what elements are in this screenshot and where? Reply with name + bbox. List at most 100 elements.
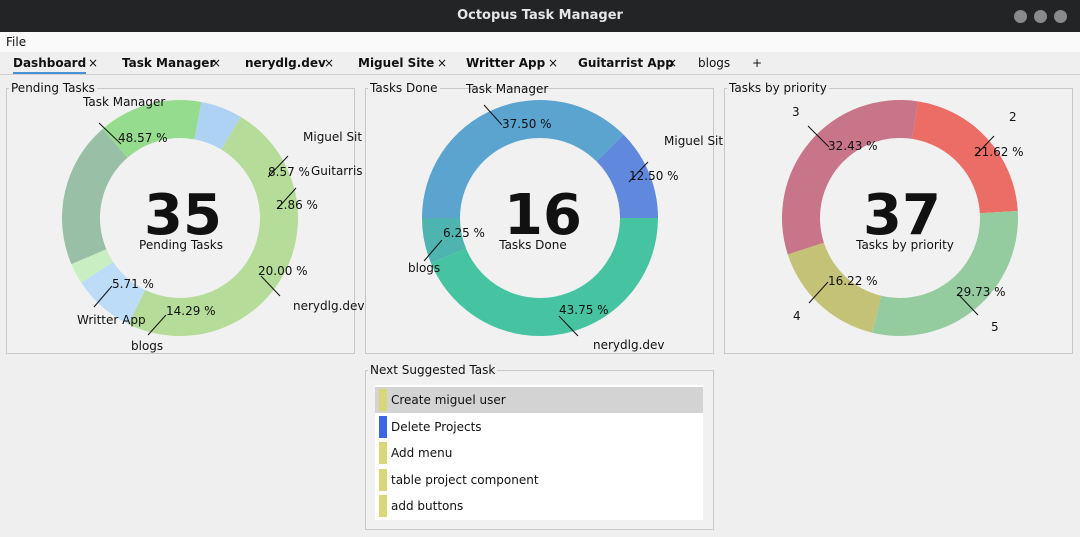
maximize-button[interactable] — [1034, 10, 1047, 23]
done-count: 16 — [504, 183, 582, 248]
slice-label: 16.22 % — [828, 274, 878, 288]
window-title: Octopus Task Manager — [457, 8, 623, 23]
done-center-label: Tasks Done — [498, 238, 567, 252]
list-item-label: Delete Projects — [391, 420, 482, 434]
suggested-task-title: Next Suggested Task — [368, 363, 498, 377]
leader-line — [260, 275, 281, 297]
slice-label: 5.71 % — [112, 277, 154, 291]
slice-name: 4 — [793, 309, 801, 323]
tab-miguel-site-close-icon[interactable]: × — [437, 56, 448, 70]
minimize-button[interactable] — [1014, 10, 1027, 23]
leader-line — [808, 281, 829, 304]
slice-label: 12.50 % — [629, 169, 679, 183]
tasks-done-title: Tasks Done — [368, 81, 440, 95]
pending-tasks-title: Pending Tasks — [9, 81, 97, 95]
slice-name: blogs — [408, 261, 440, 275]
donut-slice-miguel-site — [596, 134, 658, 218]
leader-line — [147, 314, 167, 336]
leader-line — [267, 155, 289, 178]
donut-slice-nerydlg-dev — [62, 128, 128, 265]
donut-slice-guitarrist-app — [71, 249, 114, 283]
tab-blogs[interactable]: blogs — [698, 56, 731, 70]
leader-line — [483, 104, 503, 126]
slice-name: Miguel Sit — [664, 134, 723, 148]
donut-slice-task-manager — [422, 99, 624, 218]
slice-name: Task Manager — [82, 95, 165, 109]
list-item[interactable]: table project component — [375, 467, 703, 493]
tab-dashboard-close-icon[interactable]: × — [88, 56, 99, 70]
slice-label: 32.43 % — [828, 139, 878, 153]
slice-label: 6.25 % — [443, 226, 485, 240]
tab-bar: Dashboard × Task Manager × nerydlg.dev ×… — [0, 52, 1080, 75]
donut-slice-nerydlg-dev — [430, 218, 658, 336]
slice-label: 43.75 % — [559, 303, 609, 317]
list-item-label: Create miguel user — [391, 393, 506, 407]
donut-slice-miguel-site — [81, 261, 146, 325]
slice-label: 2.86 % — [276, 198, 318, 212]
donut-slice-5 — [872, 210, 1018, 336]
leader-line — [957, 293, 979, 316]
tab-nerydlg-close-icon[interactable]: × — [324, 56, 335, 70]
leader-line — [277, 187, 297, 209]
priority-title: Tasks by priority — [727, 81, 829, 95]
leader-line — [93, 285, 113, 308]
slice-name: Task Manager — [465, 82, 548, 96]
task-color-marker — [379, 495, 387, 517]
slice-name: 3 — [792, 105, 800, 119]
slice-label: 48.57 % — [118, 131, 168, 145]
tab-writter-app-close-icon[interactable]: × — [548, 56, 559, 70]
tab-task-manager-close-icon[interactable]: × — [211, 56, 222, 70]
tab-guitarrist-app[interactable]: Guitarrist App — [578, 56, 674, 70]
donut-slice-blogs — [422, 218, 467, 264]
slice-name: nerydlg.dev — [293, 299, 365, 313]
donut-slice-writter-app — [194, 101, 241, 150]
leader-line — [807, 125, 830, 148]
list-item-label: Add menu — [391, 446, 453, 460]
tab-writter-app[interactable]: Writter App — [466, 56, 546, 70]
donut-slice-4 — [787, 242, 882, 333]
slice-label: 29.73 % — [956, 285, 1006, 299]
pending-center-label: Pending Tasks — [139, 238, 223, 252]
task-color-marker — [379, 442, 387, 464]
task-color-marker — [379, 416, 387, 438]
slice-name: blogs — [131, 339, 163, 353]
priority-count: 37 — [863, 183, 941, 248]
list-item-label: table project component — [391, 473, 539, 487]
add-tab-icon[interactable]: + — [752, 56, 763, 70]
slice-name: 5 — [991, 320, 999, 334]
list-item[interactable]: Delete Projects — [375, 414, 703, 440]
list-item[interactable]: add buttons — [375, 493, 703, 519]
slice-name: Writter App — [77, 313, 146, 327]
task-color-marker — [379, 389, 387, 411]
leader-line — [423, 239, 443, 262]
tab-nerydlg[interactable]: nerydlg.dev — [245, 56, 326, 70]
slice-label: 14.29 % — [166, 304, 216, 318]
leader-line — [98, 122, 122, 145]
list-item[interactable]: Add menu — [375, 440, 703, 466]
list-item[interactable]: Create miguel user — [375, 387, 703, 413]
pending-count: 35 — [144, 183, 222, 248]
slice-name: nerydlg.dev — [593, 338, 665, 352]
donut-slice-task-manager — [128, 116, 298, 336]
suggested-task-list: Create miguel user Delete Projects Add m… — [375, 385, 703, 520]
close-window-button[interactable] — [1054, 10, 1067, 23]
slice-name: Guitarris — [311, 164, 363, 178]
task-color-marker — [379, 469, 387, 491]
tab-task-manager[interactable]: Task Manager — [122, 56, 216, 70]
tab-dashboard[interactable]: Dashboard — [13, 52, 87, 74]
slice-label: 37.50 % — [502, 117, 552, 131]
leader-line — [628, 161, 649, 183]
slice-label: 8.57 % — [268, 165, 310, 179]
tab-guitarrist-app-close-icon[interactable]: × — [667, 56, 678, 70]
slice-name: Miguel Sit — [303, 130, 362, 144]
menu-file[interactable]: File — [6, 35, 27, 49]
donut-slice-3 — [781, 100, 918, 255]
slice-label: 21.62 % — [974, 145, 1024, 159]
tab-miguel-site[interactable]: Miguel Site — [358, 56, 435, 70]
slice-label: 20.00 % — [258, 264, 308, 278]
priority-center-label: Tasks by priority — [855, 238, 954, 252]
